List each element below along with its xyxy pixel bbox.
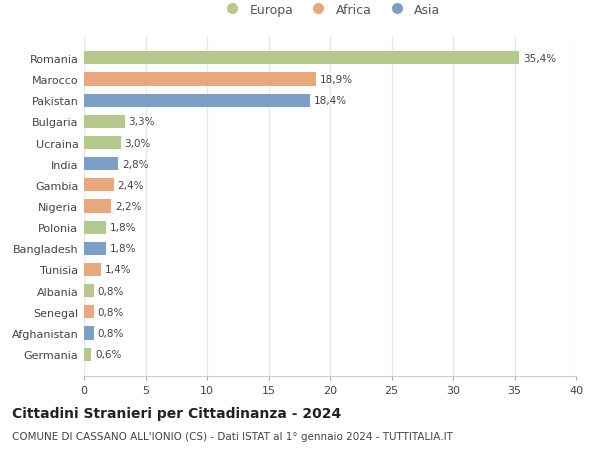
Bar (84, 327, 94, 340)
Text: 2,8%: 2,8% (122, 159, 149, 169)
Bar (84, 221, 106, 234)
Bar (84, 306, 94, 319)
Text: 3,3%: 3,3% (128, 117, 155, 127)
Text: 2,4%: 2,4% (117, 180, 144, 190)
Bar (84, 73, 316, 86)
Text: 0,8%: 0,8% (98, 286, 124, 296)
Text: 2,2%: 2,2% (115, 202, 141, 212)
Bar (84, 158, 118, 171)
Bar (84, 116, 125, 129)
Text: COMUNE DI CASSANO ALL'IONIO (CS) - Dati ISTAT al 1° gennaio 2024 - TUTTITALIA.IT: COMUNE DI CASSANO ALL'IONIO (CS) - Dati … (12, 431, 453, 442)
Text: 0,8%: 0,8% (98, 307, 124, 317)
Bar (84, 285, 94, 297)
Bar (84, 95, 310, 107)
Text: 18,4%: 18,4% (314, 96, 347, 106)
Bar (84, 200, 111, 213)
Bar (84, 137, 121, 150)
Text: 35,4%: 35,4% (523, 54, 556, 64)
Bar (84, 242, 106, 255)
Bar (84, 263, 101, 276)
Text: 1,8%: 1,8% (110, 244, 136, 254)
Text: 1,8%: 1,8% (110, 223, 136, 233)
Text: 0,8%: 0,8% (98, 328, 124, 338)
Text: 0,6%: 0,6% (95, 349, 121, 359)
Text: 18,9%: 18,9% (320, 75, 353, 85)
Bar (84, 52, 520, 65)
Text: Cittadini Stranieri per Cittadinanza - 2024: Cittadini Stranieri per Cittadinanza - 2… (12, 406, 341, 420)
Bar (84, 348, 91, 361)
Text: 3,0%: 3,0% (125, 138, 151, 148)
Legend: Europa, Africa, Asia: Europa, Africa, Asia (215, 0, 445, 22)
Bar (84, 179, 113, 192)
Text: 1,4%: 1,4% (105, 265, 131, 275)
